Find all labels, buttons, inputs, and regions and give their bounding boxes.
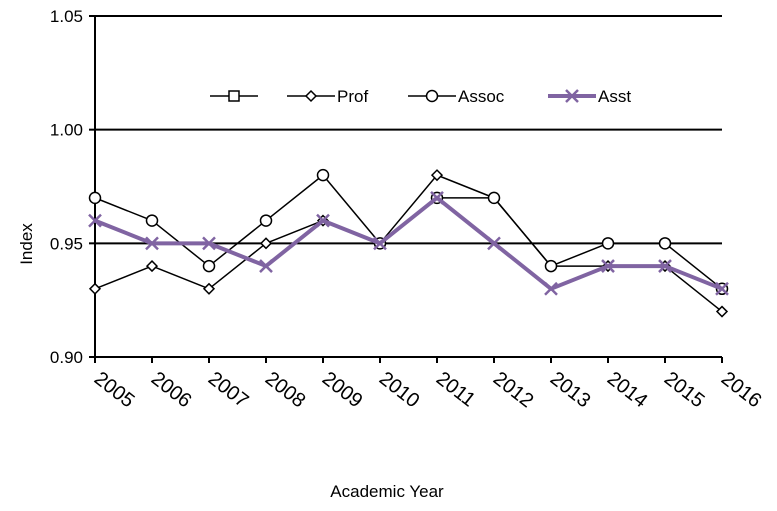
data-point-assoc: [487, 191, 501, 205]
legend-marker: [425, 89, 439, 103]
x-axis-title: Academic Year: [330, 482, 444, 501]
data-point-prof: [430, 169, 444, 182]
data-point-prof: [202, 282, 216, 295]
y-axis-title: Index: [17, 223, 36, 265]
x-tick-label: 2014: [603, 368, 652, 413]
series-line-asst: [94, 195, 723, 291]
data-point-asst: [202, 236, 216, 251]
data-point-asst: [430, 190, 444, 205]
x-tick-label: 2015: [660, 368, 709, 413]
legend-marker: [228, 90, 240, 102]
data-point-assoc: [259, 214, 273, 227]
x-tick-label: 2007: [204, 368, 253, 413]
legend-label: Asst: [598, 87, 631, 106]
x-tick-label: 2006: [147, 368, 196, 413]
legend: Prof Assoc Asst: [210, 87, 631, 106]
x-tick-label: 2009: [318, 368, 367, 413]
legend-item-prof: Prof: [287, 87, 368, 106]
legend-item-assoc: Assoc: [408, 87, 505, 106]
data-point-asst: [316, 213, 330, 228]
data-point-prof: [259, 237, 273, 250]
data-point-assoc: [145, 214, 159, 227]
data-point-asst: [601, 259, 615, 273]
legend-label: Assoc: [458, 87, 505, 106]
y-tick-label: 0.95: [50, 234, 83, 253]
x-tick-label: 2013: [546, 368, 595, 413]
legend-item-asst: Asst: [548, 87, 631, 106]
data-point-assoc: [601, 237, 615, 250]
legend-label: Prof: [337, 87, 368, 106]
data-point-assoc: [658, 237, 672, 250]
legend-marker: [304, 89, 318, 103]
data-point-asst: [715, 281, 729, 296]
data-point-asst: [259, 259, 273, 273]
x-tick-label: 2012: [489, 368, 538, 413]
x-tick-label: 2016: [717, 368, 766, 413]
x-tick-label: 2005: [90, 368, 139, 413]
data-point-asst: [88, 213, 102, 228]
x-tick-label: 2008: [261, 368, 310, 413]
data-point-prof: [715, 305, 729, 318]
legend-item-series-0: [210, 90, 258, 102]
data-point-asst: [373, 236, 387, 251]
data-point-assoc: [544, 259, 558, 273]
data-point-prof: [88, 282, 102, 295]
data-point-assoc: [88, 191, 102, 205]
y-tick-label: 0.90: [50, 348, 83, 367]
data-point-asst: [658, 259, 672, 273]
y-tick-label: 1.05: [50, 7, 83, 26]
data-point-assoc: [202, 259, 216, 273]
data-point-asst: [544, 281, 558, 296]
x-tick-label: 2011: [432, 368, 479, 412]
data-point-assoc: [316, 168, 330, 182]
data-point-asst: [487, 236, 501, 251]
data-point-asst: [145, 236, 159, 251]
x-tick-label: 2010: [375, 368, 424, 413]
series-group: [88, 168, 729, 318]
y-tick-label: 1.00: [50, 121, 83, 140]
series-line-assoc: [94, 174, 723, 290]
legend-marker: [565, 89, 579, 103]
data-point-prof: [145, 260, 159, 273]
